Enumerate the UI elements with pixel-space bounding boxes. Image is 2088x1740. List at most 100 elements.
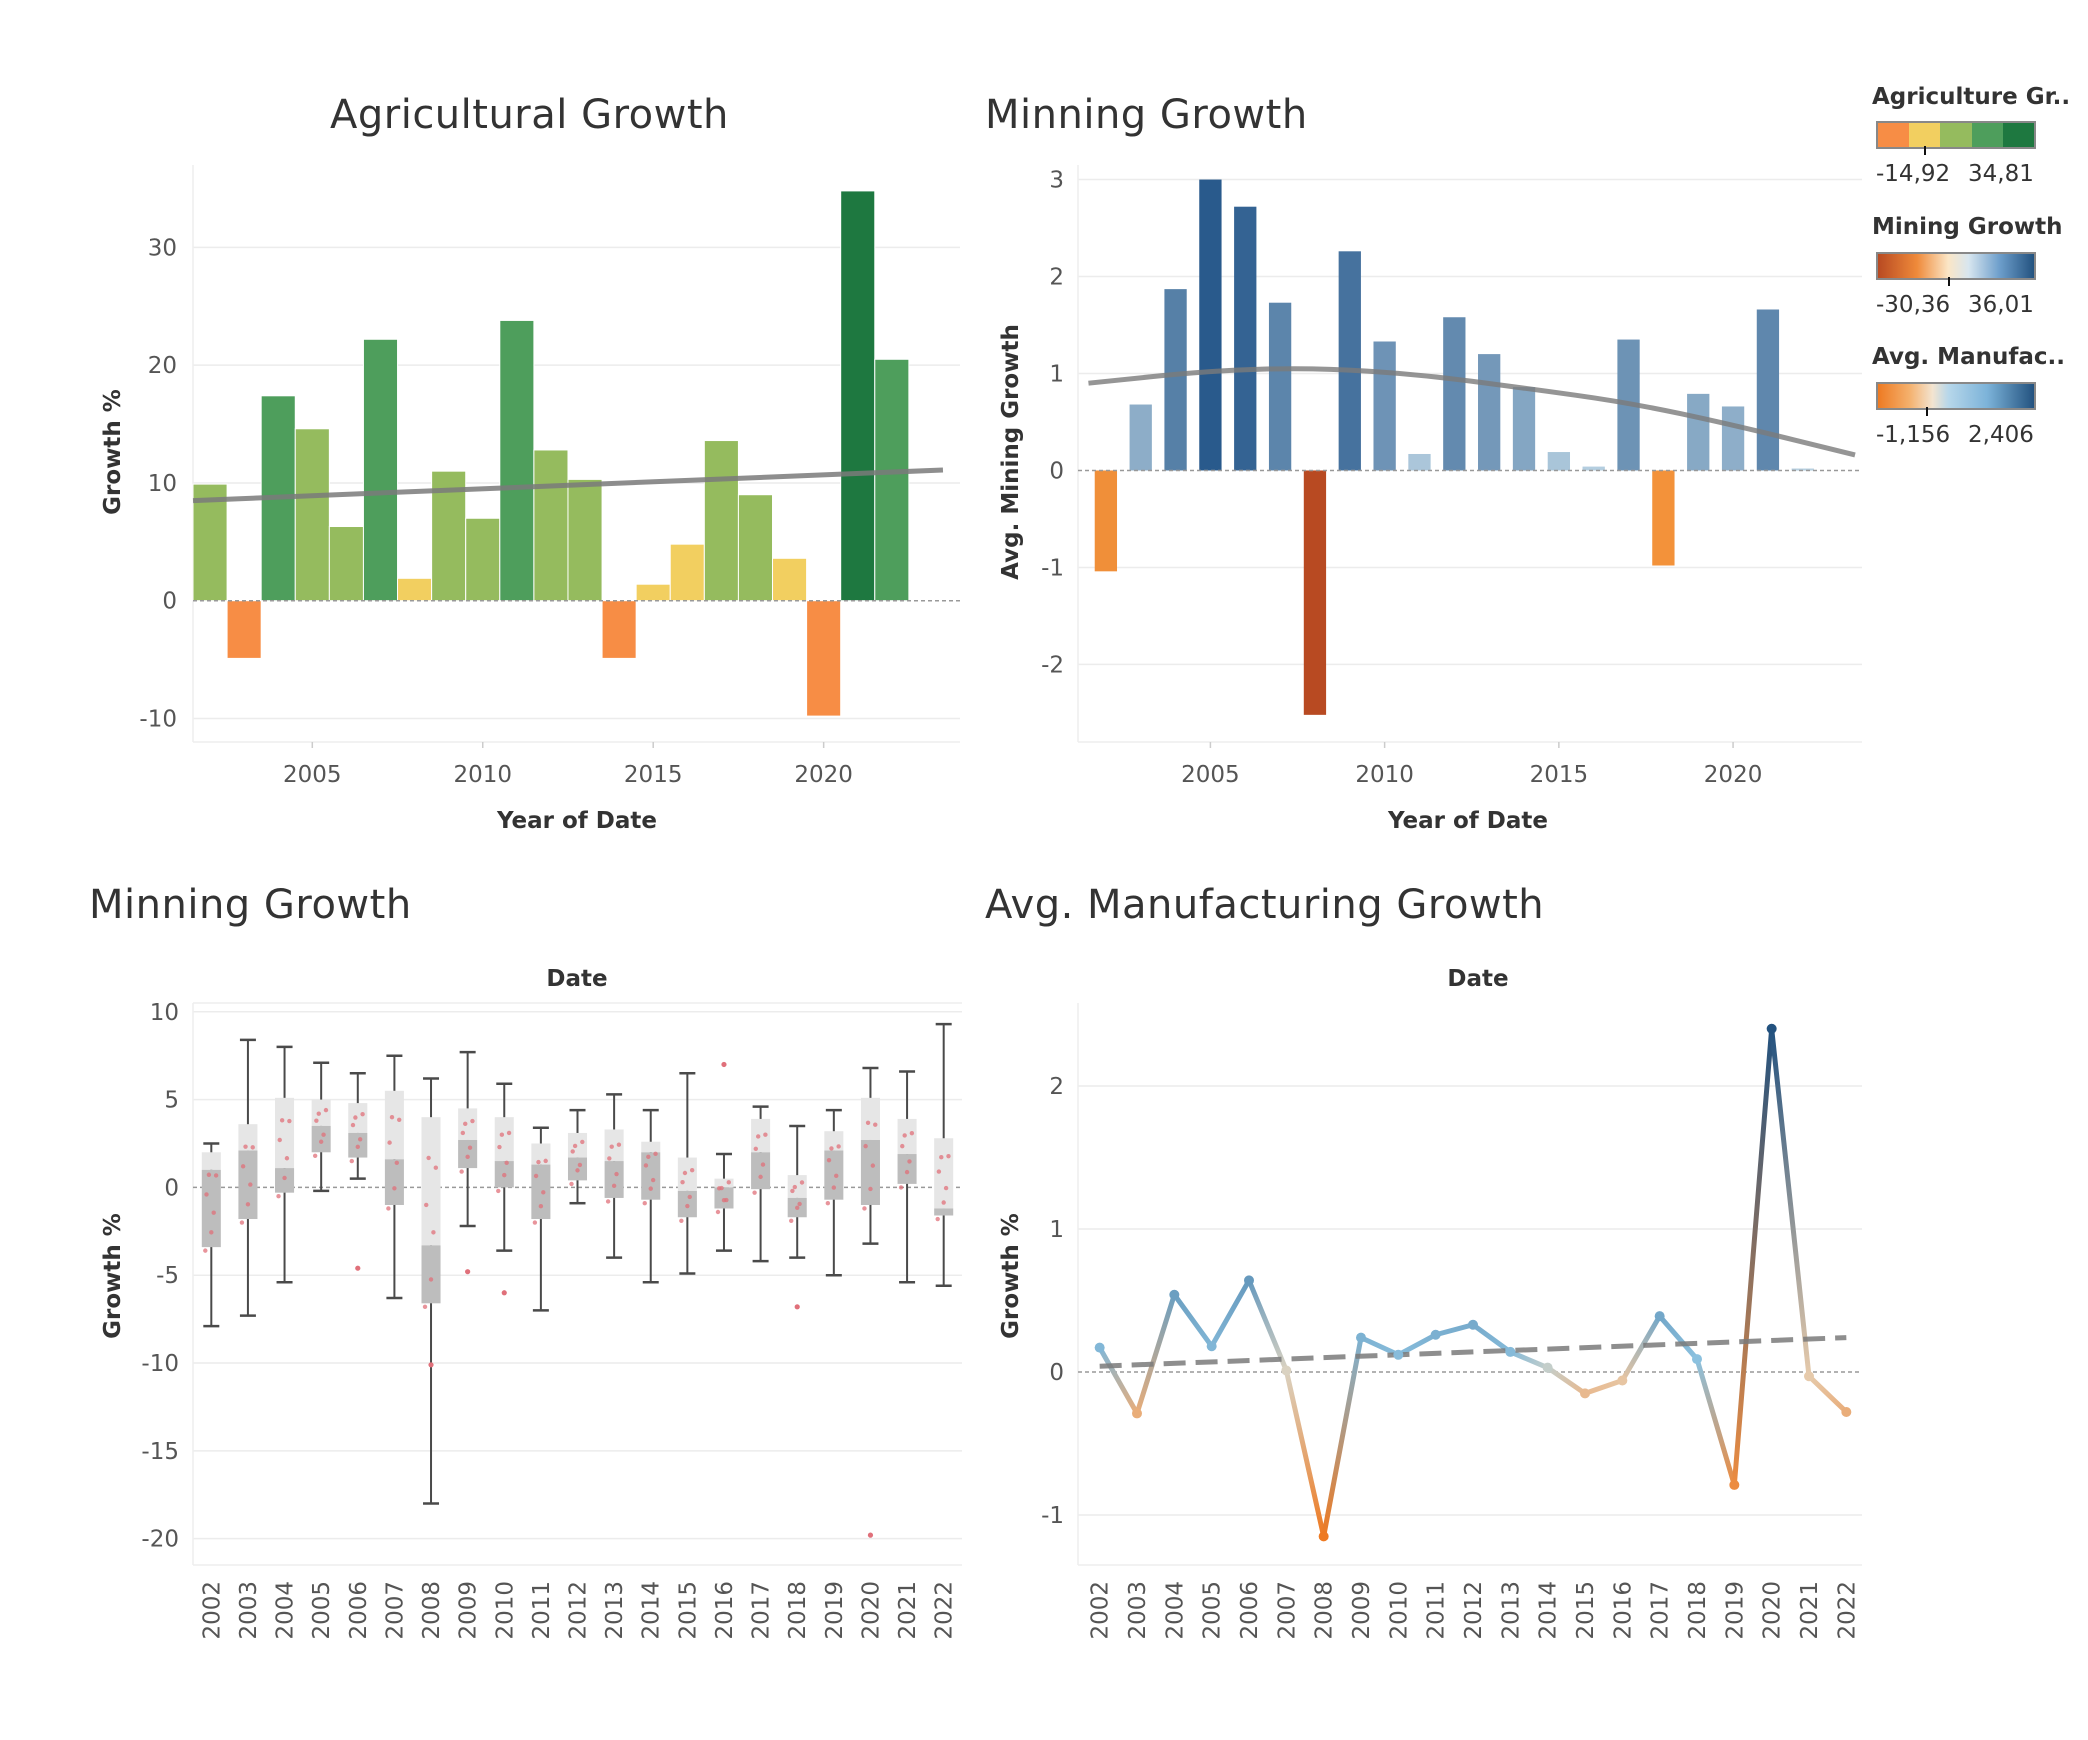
box-data-point (426, 1155, 431, 1161)
box-lower (824, 1150, 844, 1200)
box-data-point (499, 1132, 505, 1137)
box-outlier-point (355, 1265, 361, 1271)
box-data-point (834, 1173, 839, 1179)
box-x-tick-label: 2005 (309, 1581, 335, 1640)
box-data-point (575, 1168, 580, 1173)
box-x-tick-label: 2012 (566, 1581, 592, 1640)
manuf-line-segment (1134, 1292, 1177, 1416)
mining-bar (1164, 289, 1187, 471)
mining-bar (1617, 339, 1640, 471)
agri-y-tick-label: 20 (148, 353, 177, 379)
manuf-line-segment (1433, 1322, 1476, 1338)
box-data-point (755, 1134, 761, 1139)
mining-x-tick-label: 2010 (1355, 762, 1414, 788)
box-data-point (752, 1190, 757, 1195)
box-upper (641, 1141, 661, 1153)
manuf-x-tick-label: 2011 (1424, 1581, 1450, 1640)
box-data-point (536, 1159, 541, 1165)
manuf-x-tick-label: 2010 (1386, 1581, 1412, 1640)
box-data-point (248, 1182, 253, 1187)
box-data-point (397, 1117, 402, 1122)
box-upper (567, 1132, 588, 1158)
agri-bar (703, 440, 739, 602)
box-y-tick-label: 0 (164, 1175, 179, 1201)
box-data-point (465, 1154, 470, 1160)
manuf-line-segment (1283, 1368, 1327, 1539)
box-data-point (898, 1185, 904, 1190)
legend-agriculture-title: Agriculture Gr.. (1872, 84, 2071, 110)
box-y-tick-label: -15 (141, 1439, 179, 1465)
box-data-point (939, 1154, 944, 1160)
manuf-data-point (1169, 1289, 1180, 1300)
mining-bar (1408, 453, 1431, 471)
box-data-point (538, 1203, 544, 1209)
agri-bar (601, 600, 637, 659)
box-lower (714, 1187, 734, 1209)
manuf-data-point (1580, 1388, 1590, 1399)
box-data-point (243, 1144, 248, 1149)
manuf-x-tick-label: 2002 (1088, 1581, 1114, 1640)
box-data-point (211, 1210, 216, 1215)
manuf-data-point (1505, 1346, 1516, 1357)
title-manufacturing-growth: Avg. Manufacturing Growth (985, 882, 1545, 928)
mining-bar (1478, 354, 1501, 471)
box-lower (751, 1152, 771, 1190)
box-data-point (829, 1146, 834, 1151)
box-upper (348, 1103, 368, 1133)
box-x-tick-label: 2008 (419, 1581, 445, 1640)
manuf-line-segment (1358, 1335, 1401, 1358)
box-data-point (763, 1132, 768, 1137)
agri-y-tick-label: 0 (162, 589, 177, 615)
agri-y-tick-label: 10 (148, 471, 177, 497)
manuf-line-segment (1694, 1356, 1737, 1488)
box-data-point (532, 1220, 538, 1225)
box-data-point (318, 1139, 324, 1144)
box-data-point (685, 1203, 690, 1209)
mining-y-tick-label: 2 (1049, 265, 1064, 291)
mining-y-axis-label: Avg. Mining Growth (998, 324, 1024, 580)
box-data-point (873, 1122, 878, 1127)
agri-bar (772, 557, 808, 602)
manuf-data-point (1094, 1342, 1105, 1353)
box-data-point (826, 1157, 832, 1163)
mining-bar (1443, 317, 1466, 471)
manuf-line-segment (1619, 1313, 1663, 1384)
manuf-data-point (1766, 1023, 1777, 1034)
box-data-point (789, 1218, 794, 1223)
agri-x-tick-label: 2015 (624, 762, 683, 788)
box-data-point (680, 1179, 685, 1185)
mining-bar (1094, 470, 1118, 572)
box-x-tick-label: 2009 (456, 1581, 482, 1640)
box-lower (897, 1154, 917, 1184)
box-x-tick-label: 2021 (895, 1581, 921, 1640)
box-upper (531, 1143, 551, 1165)
legend-mining-colorbar (1876, 252, 2036, 280)
box-x-axis-label: Date (546, 966, 607, 992)
box-data-point (279, 1118, 285, 1123)
box-data-point (909, 1130, 915, 1136)
box-outlier-point (501, 1290, 507, 1296)
title-agricultural-growth: Agricultural Growth (330, 92, 729, 138)
manuf-line-segment (1470, 1322, 1513, 1355)
manuf-data-point (1841, 1406, 1852, 1417)
box-data-point (463, 1121, 468, 1127)
mining-bar (1547, 452, 1571, 471)
box-data-point (792, 1184, 798, 1190)
manuf-line-segment (1657, 1313, 1700, 1362)
box-data-point (946, 1153, 951, 1159)
legend-manufacturing-tick (1926, 407, 1928, 416)
box-x-tick-label: 2017 (749, 1581, 775, 1640)
agri-bar (737, 494, 774, 602)
box-data-point (687, 1194, 692, 1200)
box-data-point (611, 1183, 617, 1189)
legend-agriculture-max: 34,81 (1968, 161, 2034, 187)
mining-bar (1512, 387, 1536, 471)
box-x-tick-label: 2019 (822, 1581, 848, 1640)
box-y-tick-label: 10 (150, 1000, 179, 1026)
box-data-point (753, 1146, 758, 1151)
agri-y-axis-label: Growth % (100, 389, 126, 515)
